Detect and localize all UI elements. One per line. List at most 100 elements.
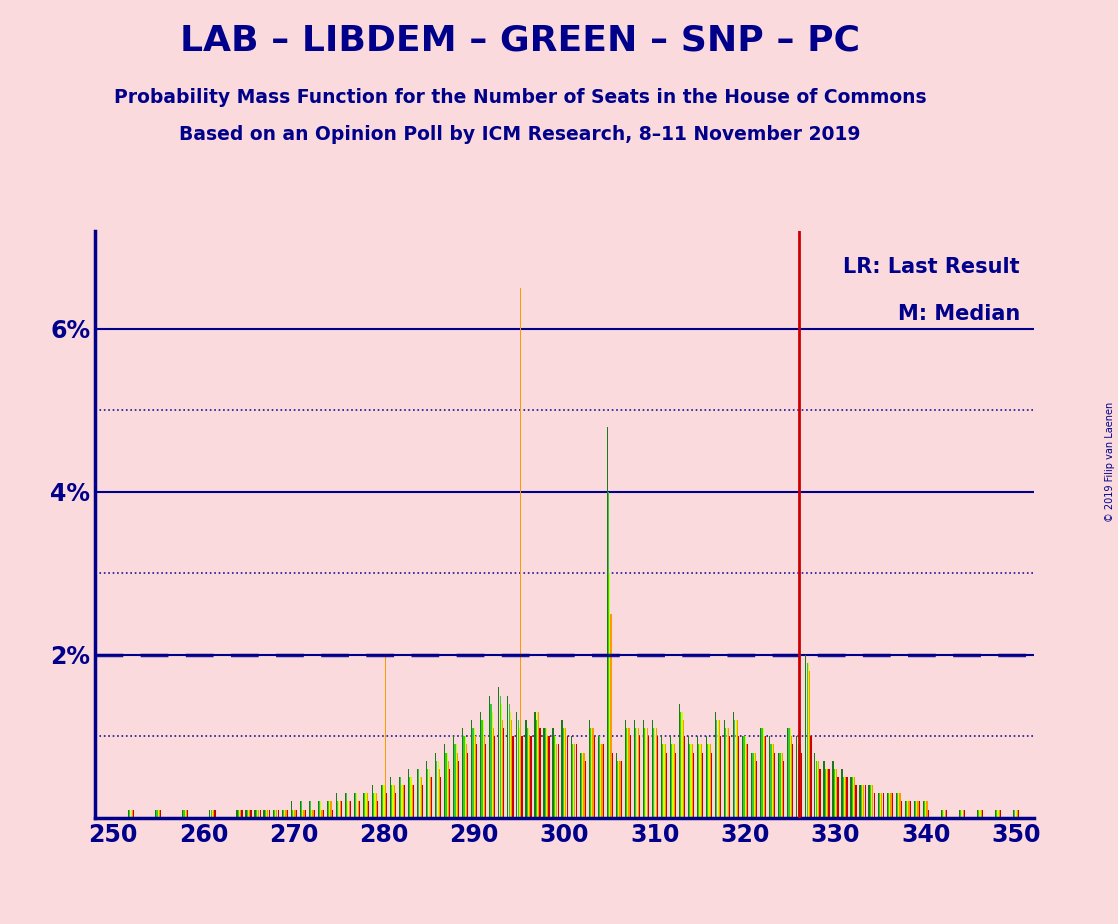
Bar [563,728,566,818]
Bar [780,752,781,818]
Bar [598,736,599,818]
Bar [466,745,467,818]
Bar [445,752,446,818]
Bar [818,760,819,818]
Bar [743,736,745,818]
Bar [536,720,537,818]
Bar [300,801,301,818]
Bar [357,794,358,818]
Bar [590,728,591,818]
Bar [702,752,703,818]
Bar [293,809,294,818]
Bar [512,736,513,818]
Bar [843,777,844,818]
Bar [519,728,520,818]
Bar [432,777,433,818]
Bar [474,728,475,818]
Bar [562,728,563,818]
Text: Based on an Opinion Poll by ICM Research, 8–11 November 2019: Based on an Opinion Poll by ICM Research… [179,125,861,144]
Bar [1018,809,1020,818]
Bar [366,794,367,818]
Bar [440,777,442,818]
Bar [887,794,888,818]
Bar [555,736,556,818]
Bar [855,785,856,818]
Bar [729,736,730,818]
Bar [861,785,862,818]
Bar [467,752,468,818]
Bar [898,794,899,818]
Bar [977,809,978,818]
Bar [927,801,928,818]
Bar [688,736,689,818]
Bar [814,752,815,818]
Bar [733,711,735,818]
Bar [792,736,793,818]
Bar [500,696,501,818]
Bar [302,809,303,818]
Bar [341,801,342,818]
Bar [319,801,320,818]
Bar [404,785,405,818]
Bar [805,655,806,818]
Bar [657,736,659,818]
Bar [482,720,483,818]
Bar [738,736,739,818]
Bar [456,745,457,818]
Bar [692,745,693,818]
Bar [448,760,449,818]
Bar [612,752,613,818]
Bar [285,809,286,818]
Bar [364,794,366,818]
Bar [882,794,883,818]
Bar [806,663,807,818]
Bar [435,752,436,818]
Bar [915,801,916,818]
Bar [617,760,618,818]
Bar [618,760,619,818]
Bar [998,809,999,818]
Bar [664,745,666,818]
Bar [350,801,351,818]
Bar [400,777,401,818]
Bar [408,769,409,818]
Bar [390,777,391,818]
Bar [999,809,1001,818]
Bar [751,752,752,818]
Bar [760,728,761,818]
Bar [901,801,902,818]
Bar [787,728,788,818]
Bar [264,809,265,818]
Bar [718,720,719,818]
Bar [626,728,627,818]
Bar [326,801,328,818]
Bar [303,809,304,818]
Bar [473,728,474,818]
Bar [345,794,348,818]
Bar [591,728,593,818]
Bar [576,745,577,818]
Bar [684,736,685,818]
Bar [528,728,529,818]
Bar [510,711,511,818]
Bar [720,736,721,818]
Bar [331,801,332,818]
Text: M: Median: M: Median [898,304,1020,324]
Bar [854,777,855,818]
Bar [527,728,528,818]
Bar [762,728,764,818]
Bar [769,736,770,818]
Bar [798,745,800,818]
Bar [492,711,493,818]
Bar [635,728,636,818]
Bar [823,760,824,818]
Bar [637,728,638,818]
Bar [340,801,341,818]
Bar [383,785,385,818]
Bar [698,745,700,818]
Bar [377,801,378,818]
Bar [259,809,260,818]
Bar [402,785,404,818]
Bar [503,728,504,818]
Bar [130,809,131,818]
